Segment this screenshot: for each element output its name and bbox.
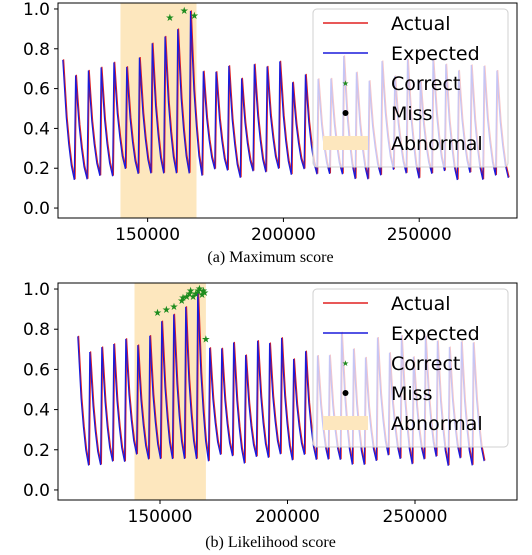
correct-marker: ★ [194, 286, 203, 297]
legend-label: Expected [391, 323, 480, 345]
legend [312, 8, 509, 168]
y-tick-label: 0.0 [23, 481, 50, 501]
y-tick-label: 1.0 [23, 0, 50, 20]
x-tick-label: 250000 [383, 507, 448, 527]
legend-patch-swatch [323, 136, 368, 150]
correct-marker: ★ [195, 284, 204, 295]
legend-label: Abnormal [391, 413, 483, 435]
correct-marker: ★ [185, 289, 194, 300]
legend-label: Correct [391, 353, 460, 375]
correct-marker: ★ [200, 288, 209, 299]
legend-dot-swatch [342, 110, 349, 116]
legend-label: Actual [391, 293, 451, 315]
y-tick-label: 0.2 [23, 441, 50, 461]
x-tick-label: 200000 [255, 507, 320, 527]
abnormal-region [134, 283, 206, 500]
axes-frame [57, 2, 518, 219]
correct-marker: ★ [186, 286, 195, 297]
correct-marker: ★ [199, 286, 208, 297]
x-tick-label: 250000 [387, 225, 452, 245]
legend-dot-swatch [342, 390, 349, 396]
correct-marker: ★ [190, 11, 199, 22]
y-tick-label: 0.8 [23, 40, 50, 60]
correct-marker: ★ [182, 292, 191, 303]
y-tick-label: 0.6 [23, 360, 50, 380]
correct-marker: ★ [153, 308, 162, 319]
legend-label: Abnormal [391, 133, 483, 155]
correct-marker: ★ [201, 334, 210, 345]
legend-label: Actual [391, 13, 451, 35]
chart-caption: (b) Likelihood score [205, 534, 336, 551]
correct-marker: ★ [198, 290, 207, 301]
correct-marker: ★ [162, 305, 171, 316]
chart-caption: (a) Maximum score [207, 249, 333, 266]
legend-star-swatch: ★ [342, 79, 349, 88]
y-tick-label: 0.6 [23, 80, 50, 100]
y-tick-label: 0.8 [23, 320, 50, 340]
y-tick-label: 0.4 [23, 401, 50, 421]
correct-marker: ★ [170, 302, 179, 313]
y-tick-label: 0.4 [23, 119, 50, 139]
correct-marker: ★ [189, 292, 198, 303]
correct-marker: ★ [177, 296, 186, 307]
x-tick-label: 200000 [251, 225, 316, 245]
legend-label: Correct [391, 73, 460, 95]
legend-label: Miss [391, 103, 432, 125]
legend-label: Miss [391, 383, 432, 405]
correct-marker: ★ [180, 6, 189, 17]
legend [312, 288, 509, 448]
y-tick-label: 1.0 [23, 280, 50, 300]
x-tick-label: 150000 [115, 225, 180, 245]
y-tick-label: 0.0 [23, 199, 50, 219]
legend-label: Expected [391, 43, 480, 65]
legend-star-swatch: ★ [342, 359, 349, 368]
abnormal-region [120, 3, 197, 218]
x-tick-label: 150000 [128, 507, 193, 527]
correct-marker: ★ [178, 293, 187, 304]
legend-patch-swatch [323, 416, 368, 430]
correct-marker: ★ [191, 289, 200, 300]
y-tick-label: 0.2 [23, 159, 50, 179]
chart-panel-b: ★ ★★★★★★★★★★★★★★★0.00.20.40.60.81.0150000… [23, 280, 518, 551]
correct-marker: ★ [165, 13, 174, 24]
